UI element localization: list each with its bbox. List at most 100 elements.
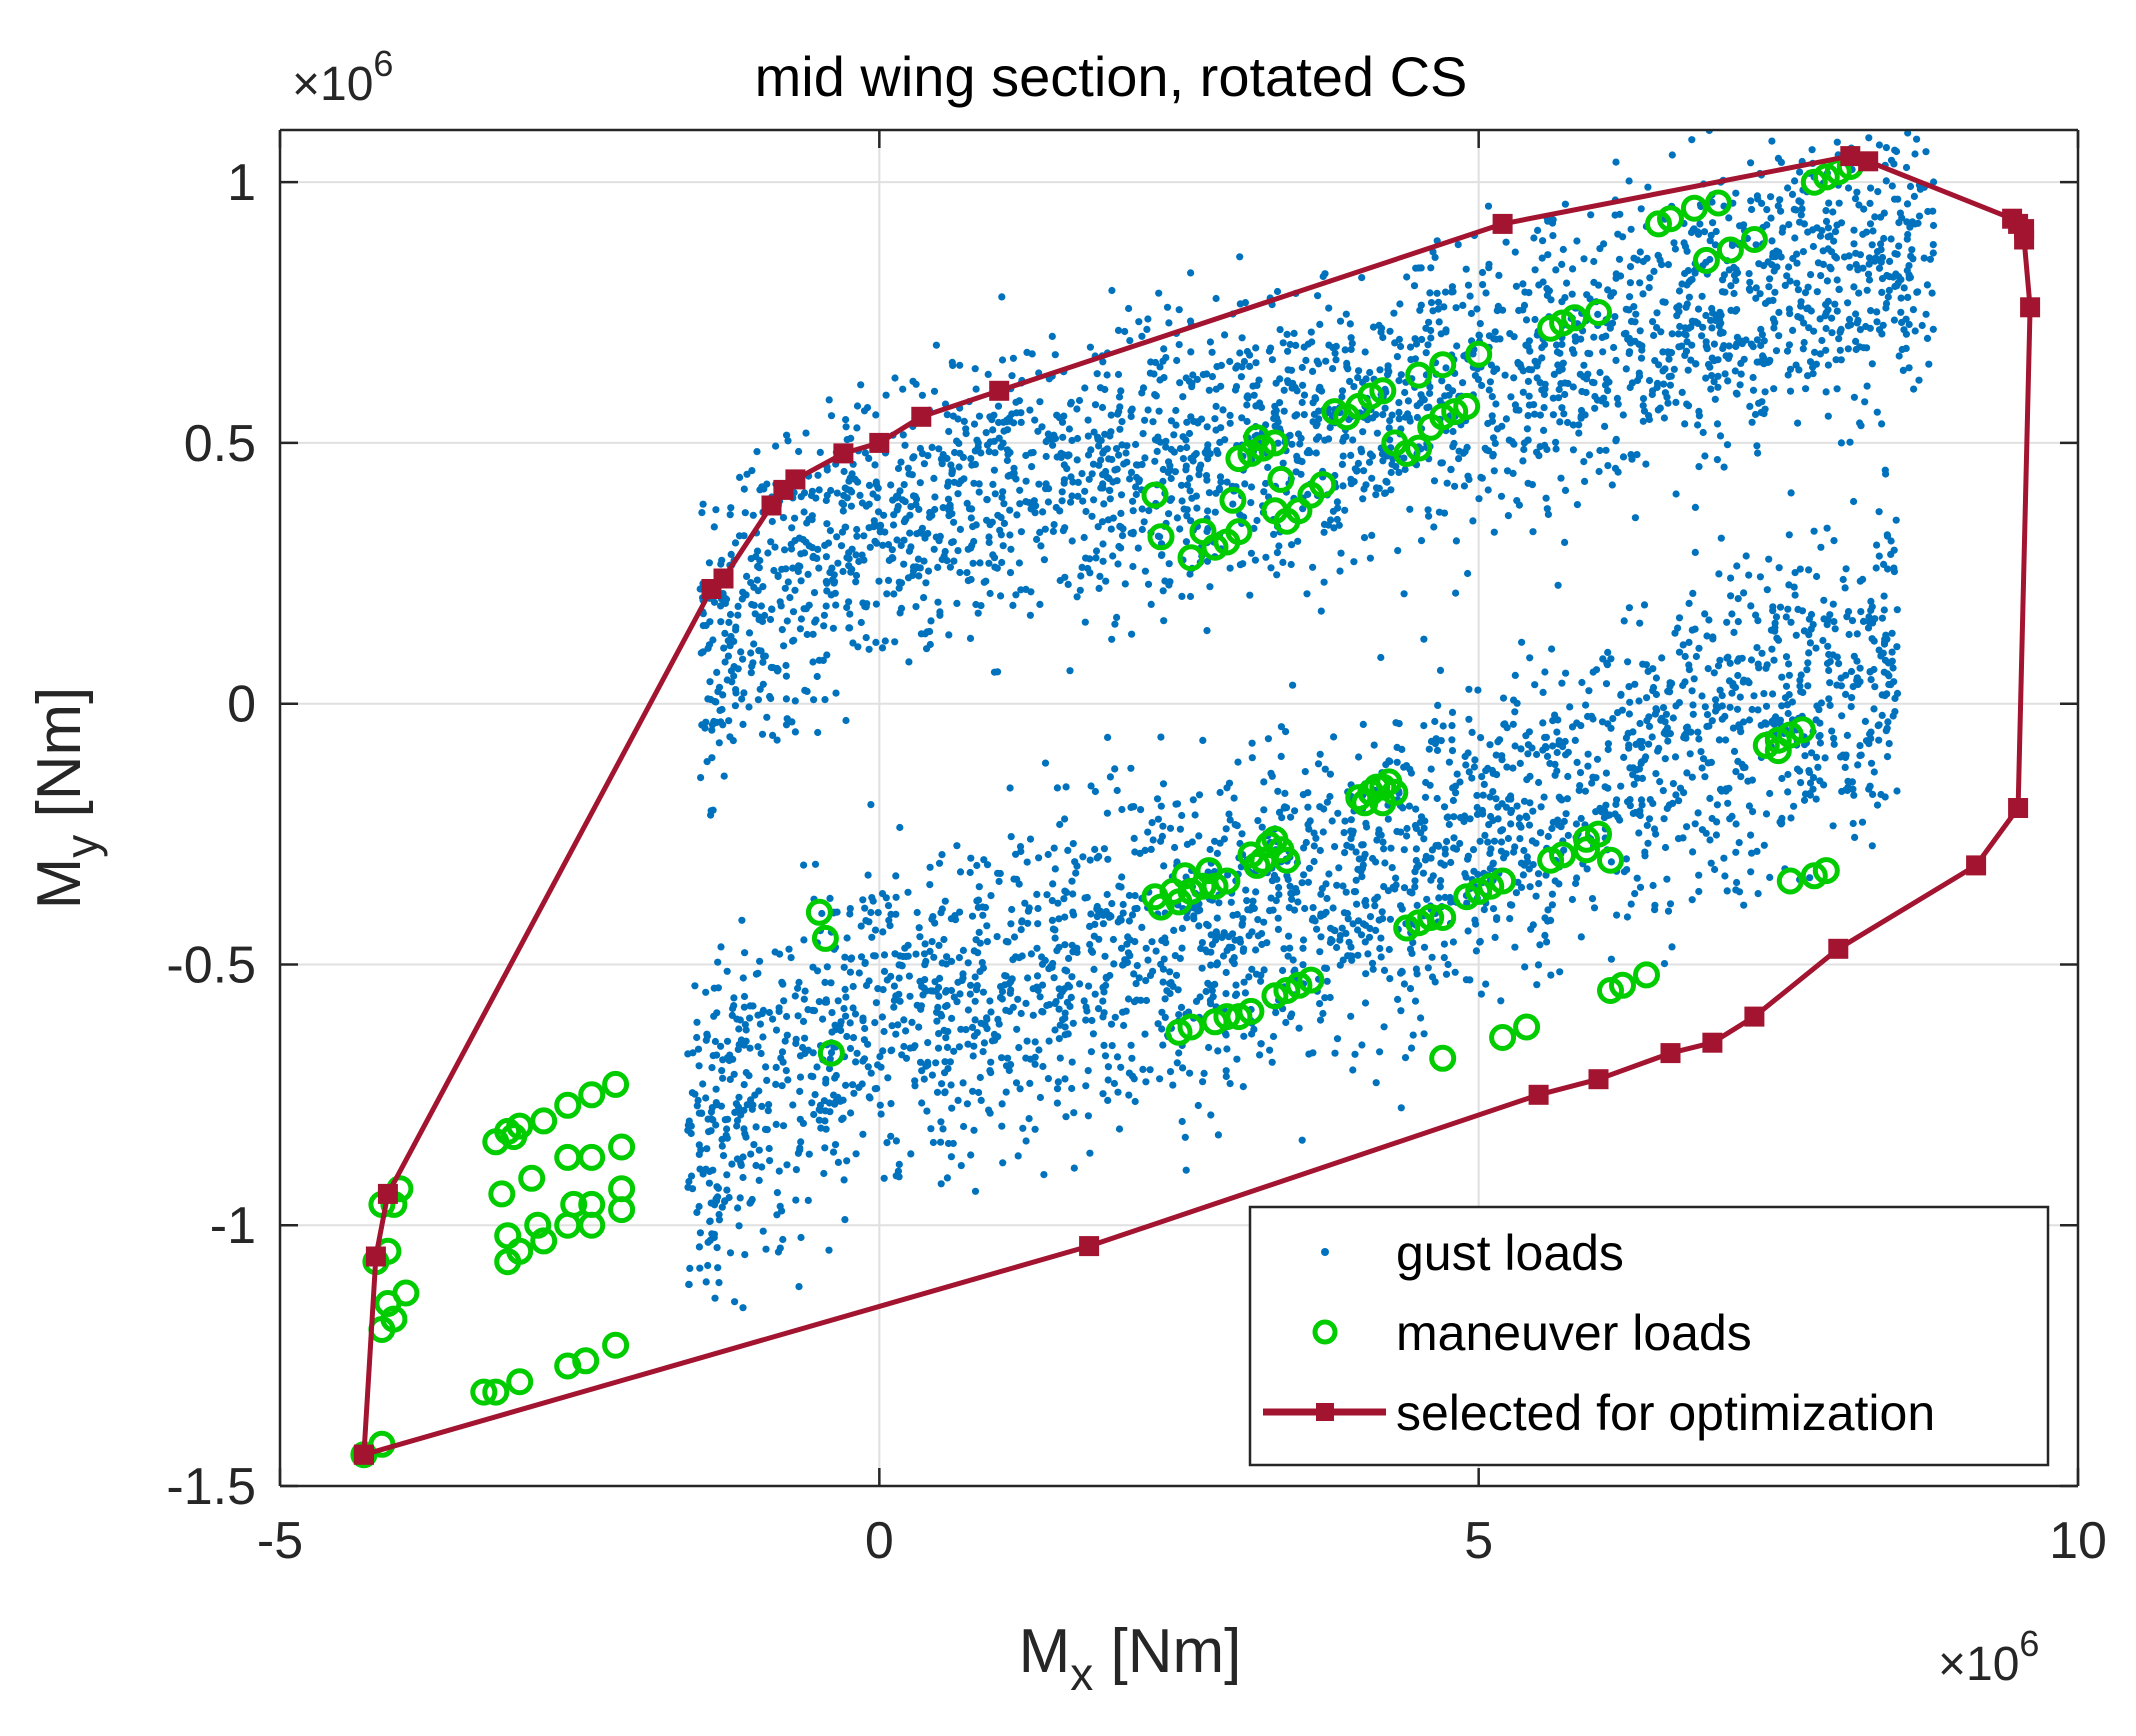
gust-load-point <box>1571 736 1579 745</box>
gust-load-point <box>954 415 962 423</box>
gust-load-point <box>825 1065 834 1073</box>
gust-load-point <box>1137 806 1145 814</box>
gust-load-point <box>916 933 924 941</box>
gust-load-point <box>1104 733 1112 742</box>
gust-load-point <box>1436 666 1445 675</box>
gust-load-point <box>731 1298 739 1306</box>
gust-load-point <box>1684 366 1692 374</box>
gust-load-point <box>1525 821 1534 829</box>
gust-load-point <box>1499 306 1507 314</box>
gust-load-point <box>1629 728 1637 736</box>
gust-load-point <box>1443 837 1451 846</box>
gust-load-point <box>829 1148 838 1156</box>
gust-load-point <box>1111 765 1119 773</box>
gust-load-point <box>1222 990 1230 998</box>
gust-load-point <box>758 730 767 738</box>
gust-load-point <box>1566 703 1574 711</box>
gust-load-point <box>1590 379 1598 387</box>
gust-load-point <box>1643 254 1651 262</box>
gust-load-point <box>1898 318 1906 327</box>
gust-load-point <box>1774 636 1783 644</box>
gust-load-point <box>1745 716 1754 724</box>
gust-load-point <box>1248 739 1256 747</box>
gust-load-point <box>1715 313 1723 321</box>
gust-load-point <box>964 1040 972 1048</box>
gust-load-point <box>1058 988 1066 996</box>
gust-load-point <box>1506 915 1514 923</box>
gust-load-point <box>861 904 869 912</box>
gust-load-point <box>1395 720 1403 728</box>
gust-load-point <box>1411 877 1419 885</box>
gust-load-point <box>959 1079 967 1087</box>
gust-load-point <box>1274 925 1282 934</box>
gust-load-point <box>1212 426 1220 434</box>
gust-load-point <box>1125 917 1133 925</box>
gust-load-point <box>1683 823 1691 831</box>
gust-load-point <box>1286 340 1294 349</box>
gust-load-point <box>1512 889 1520 897</box>
gust-load-point <box>1313 925 1321 933</box>
gust-load-point <box>1464 281 1473 289</box>
gust-load-point <box>813 967 822 975</box>
gust-load-point <box>1401 465 1409 474</box>
gust-load-point <box>1774 202 1782 210</box>
gust-load-point <box>1727 306 1735 314</box>
gust-load-point <box>1582 388 1590 397</box>
gust-load-point <box>1903 235 1911 243</box>
gust-load-point <box>941 547 949 556</box>
gust-load-point <box>1108 1042 1116 1050</box>
gust-load-point <box>1279 558 1287 567</box>
gust-load-point <box>1875 264 1884 272</box>
gust-load-point <box>1569 446 1577 454</box>
gust-load-point <box>1890 546 1898 554</box>
gust-load-point <box>1596 368 1604 377</box>
gust-load-point <box>1555 740 1563 748</box>
gust-load-point <box>1682 734 1690 742</box>
gust-load-point <box>1783 347 1792 355</box>
gust-load-point <box>1444 383 1452 391</box>
gust-load-point <box>1034 920 1042 928</box>
gust-load-point <box>1449 796 1457 805</box>
gust-load-point <box>1484 202 1493 210</box>
gust-load-point <box>1183 506 1191 514</box>
gust-load-point <box>1541 733 1549 742</box>
gust-load-point <box>1091 787 1099 796</box>
gust-load-point <box>1400 454 1408 462</box>
gust-load-point <box>922 579 930 587</box>
gust-load-point <box>1193 504 1201 512</box>
gust-load-point <box>1928 289 1936 297</box>
gust-load-point <box>1129 497 1137 505</box>
gust-load-point <box>1557 474 1565 482</box>
gust-load-point <box>1842 671 1850 679</box>
gust-load-point <box>1549 742 1557 750</box>
gust-load-point <box>1701 610 1709 618</box>
gust-load-point <box>800 549 809 557</box>
gust-load-point <box>1796 565 1804 573</box>
gust-load-point <box>1510 333 1518 341</box>
gust-load-point <box>1275 542 1283 550</box>
gust-load-point <box>1812 716 1820 724</box>
gust-load-point <box>1044 498 1052 506</box>
gust-load-point <box>1824 412 1832 420</box>
gust-load-point <box>746 1044 754 1052</box>
gust-load-point <box>1820 781 1828 789</box>
gust-load-point <box>1252 970 1261 978</box>
gust-load-point <box>1724 377 1732 385</box>
gust-load-point <box>1056 1054 1064 1062</box>
gust-load-point <box>1400 763 1408 771</box>
gust-load-point <box>823 651 831 659</box>
gust-load-point <box>1534 870 1543 878</box>
gust-load-point <box>754 1043 762 1051</box>
gust-load-point <box>1634 810 1642 818</box>
gust-load-point <box>1401 388 1409 397</box>
gust-load-point <box>950 1047 958 1055</box>
gust-load-point <box>1086 343 1094 351</box>
gust-load-point <box>745 703 753 711</box>
gust-load-point <box>842 1081 850 1089</box>
gust-load-point <box>801 987 809 995</box>
gust-load-point <box>1195 922 1203 930</box>
gust-load-point <box>1709 219 1717 227</box>
gust-load-point <box>957 1025 965 1033</box>
gust-load-point <box>1831 625 1839 633</box>
gust-load-point <box>1049 527 1057 536</box>
